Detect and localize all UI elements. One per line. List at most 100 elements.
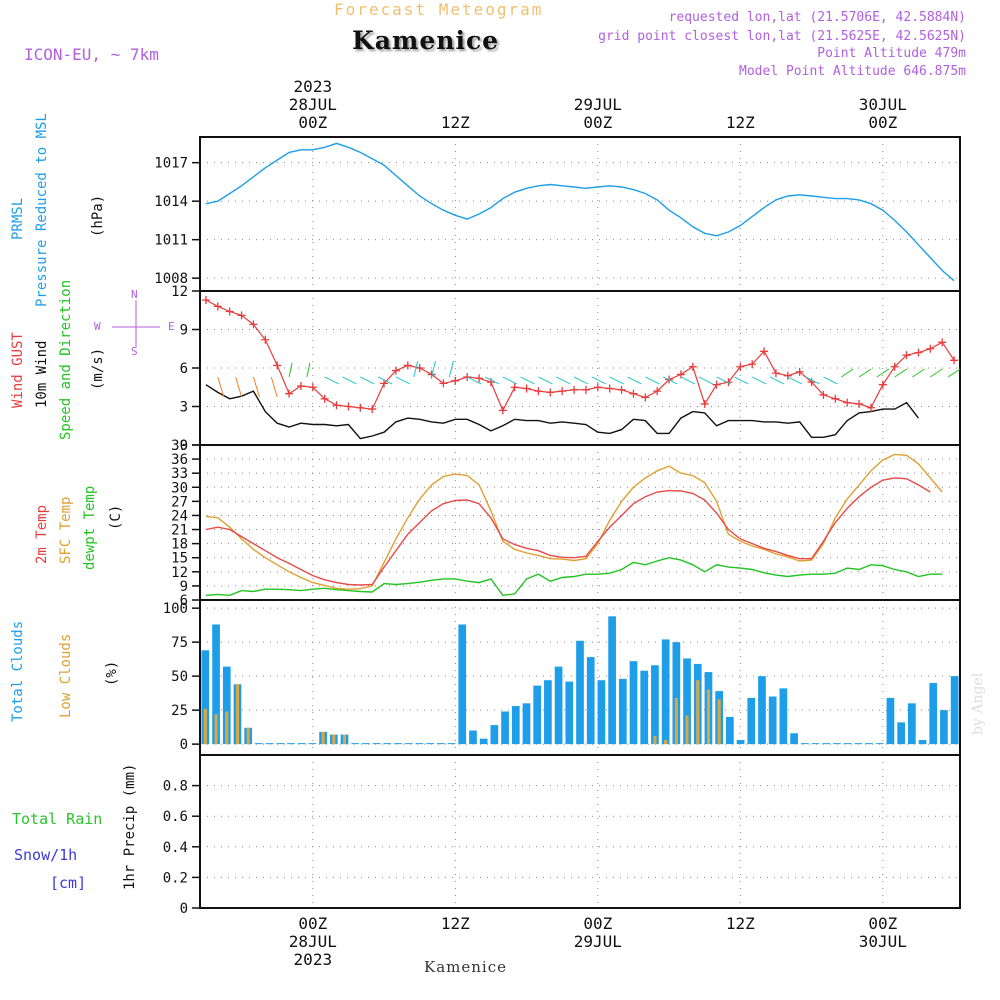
wind-arrow — [288, 362, 293, 378]
wind-arrow — [609, 376, 624, 385]
gust-point — [581, 385, 590, 394]
wind-arrow — [431, 360, 437, 378]
total-cloud-bar — [383, 743, 392, 745]
low-cloud-bar — [653, 735, 657, 745]
wind-arrow — [556, 376, 571, 385]
pressure-line — [205, 142, 955, 282]
gust-line — [205, 299, 955, 412]
low-cloud-bar — [214, 714, 218, 745]
total-cloud-bar — [415, 743, 424, 745]
y-tick-label: 39 — [171, 438, 188, 454]
gust-point — [890, 362, 899, 371]
gust-point — [914, 348, 923, 357]
dewpt-label: dewpt Temp — [82, 485, 98, 570]
gust-point — [249, 320, 258, 329]
gust-point — [558, 387, 567, 396]
pressure-label-b: Pressure Reduced to MSL — [34, 113, 50, 307]
bottom-day-label: 28JUL — [289, 932, 337, 951]
total-cloud-bar — [661, 639, 670, 745]
panel-frame — [199, 754, 961, 909]
y-tick-label: 1014 — [154, 194, 188, 210]
low-cloud-bar — [235, 684, 240, 745]
y-tick-label: 3 — [180, 400, 188, 416]
total-cloud-bar — [212, 624, 220, 745]
total-cloud-bar — [779, 688, 788, 745]
bottom-time-label: 12Z — [726, 914, 755, 933]
gust-point — [878, 380, 887, 389]
wind-arrow — [591, 376, 607, 385]
total-cloud-bar — [576, 640, 584, 745]
top-time-label: 00Z — [298, 113, 327, 132]
low-clouds-label: Low Clouds — [58, 633, 74, 718]
total-cloud-bar — [501, 711, 509, 745]
wind-arrow — [698, 376, 713, 385]
y-tick-label: 1011 — [154, 233, 188, 249]
top-day-label: 28JUL — [289, 95, 337, 114]
wind-speed-line — [205, 384, 919, 440]
total-cloud-bar — [875, 743, 884, 745]
wind-arrow — [716, 376, 731, 385]
wind-arrow — [912, 368, 925, 378]
low-cloud-bar — [203, 708, 207, 745]
y-tick-label: 0.6 — [163, 809, 188, 825]
low-cloud-bar — [717, 699, 721, 745]
y-tick-label: 15 — [171, 551, 188, 567]
gust-point — [795, 367, 804, 376]
total-cloud-bar — [426, 743, 434, 745]
total-cloud-bar — [918, 740, 927, 745]
wind-arrow — [823, 376, 838, 385]
wind-arrow — [520, 376, 535, 385]
clouds-unit: (%) — [104, 660, 120, 686]
top-time-label: 12Z — [441, 113, 470, 132]
wind-arrow — [894, 368, 907, 378]
total-cloud-bar — [843, 743, 852, 745]
total-cloud-bar — [201, 650, 210, 745]
total-cloud-bar — [640, 670, 649, 745]
gust-point — [617, 385, 626, 394]
total-cloud-bar — [811, 743, 820, 745]
wind-arrow — [930, 368, 943, 378]
gust-point — [546, 388, 555, 397]
total-cloud-bar — [608, 616, 616, 745]
gust-point — [712, 380, 721, 389]
point-altitude: Point Altitude 479m — [817, 46, 966, 61]
gust-point — [296, 381, 305, 390]
wind-dir-label: Speed and Direction — [58, 279, 74, 440]
top-day-label: 29JUL — [574, 95, 622, 114]
gust-point — [950, 356, 959, 365]
y-tick-label: 12 — [171, 565, 188, 581]
total-cloud-bar — [833, 743, 841, 745]
gust-point — [843, 398, 852, 407]
total-cloud-bar — [940, 710, 948, 745]
gust-point — [261, 335, 270, 344]
total-cloud-bar — [683, 658, 691, 745]
total-cloud-bar — [758, 676, 766, 745]
total-cloud-bar — [672, 642, 681, 745]
gust-point — [866, 403, 875, 412]
temp-unit: (C) — [108, 504, 124, 530]
snow-unit: [cm] — [50, 874, 87, 892]
y-tick-label: 1017 — [154, 156, 188, 172]
y-tick-label: 50 — [171, 669, 188, 685]
wind-unit: (m/s) — [90, 347, 106, 390]
gust-point — [783, 371, 792, 380]
total-cloud-bar — [533, 685, 542, 745]
bottom-year-label: 2023 — [294, 950, 333, 969]
total-cloud-bar — [586, 657, 595, 745]
gust-point — [688, 362, 697, 371]
low-cloud-bar — [332, 734, 336, 745]
wind-arrow — [680, 376, 696, 385]
total-cloud-bar — [479, 738, 488, 745]
pressure-label-a: PRMSL — [10, 197, 26, 240]
gust-point — [534, 387, 543, 396]
gust-point — [498, 406, 507, 415]
total-cloud-bar — [865, 743, 873, 745]
gust-point — [522, 384, 531, 393]
total-cloud-bar — [618, 678, 627, 745]
bottom-time-label: 12Z — [441, 914, 470, 933]
gust-point — [237, 311, 246, 320]
gust-point — [356, 403, 365, 412]
wind-arrow — [734, 376, 749, 385]
total-cloud-bar — [394, 743, 402, 745]
wind-arrow — [360, 376, 375, 385]
